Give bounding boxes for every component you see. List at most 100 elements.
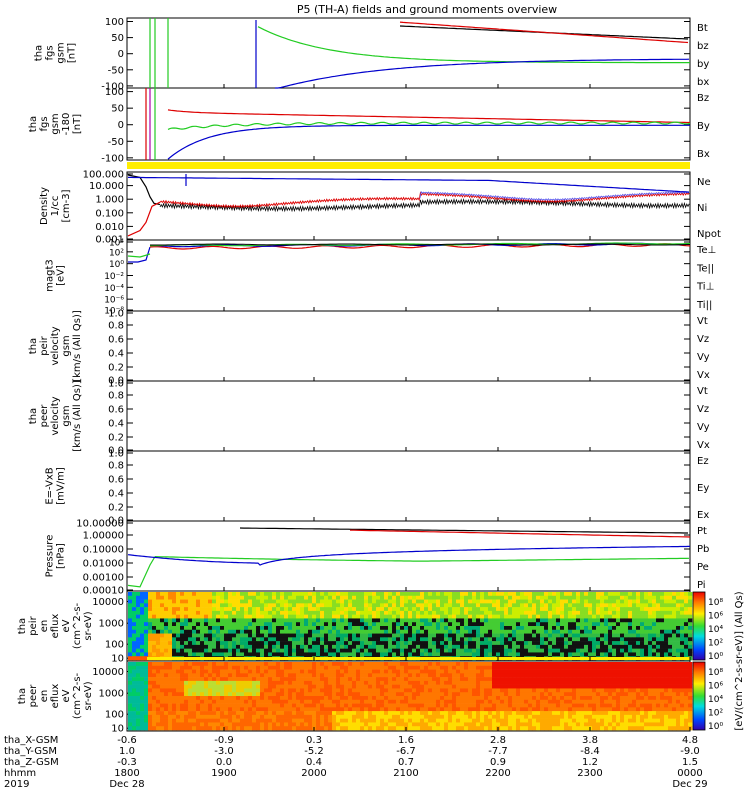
y-axis-label: sr-eV): [83, 611, 94, 640]
series-ni: [159, 197, 690, 213]
y-axis-label: [nT]: [67, 43, 78, 63]
y-axis-label: tha: [28, 338, 39, 354]
y-tick-label: 10⁴: [109, 239, 124, 249]
x-tick-label-x: 2.8: [490, 735, 506, 746]
x-tick-label-x: -0.9: [214, 735, 234, 746]
series-ti-start: [128, 246, 151, 263]
y-tick-label: 10²: [109, 248, 124, 258]
y-axis-label: gsm: [50, 113, 61, 134]
legend-vt: Vt: [697, 386, 708, 397]
y-axis-label: gsm: [56, 42, 67, 63]
y-axis-label: fgs: [39, 116, 50, 131]
y-axis-label: [km/s (All Qs)]: [72, 380, 83, 452]
colorbar-tick-label: 10²: [708, 709, 723, 719]
series-ni: [127, 174, 161, 206]
legend-vz: Vz: [697, 404, 709, 415]
y-tick-label: 10⁰: [109, 260, 124, 270]
y-axis-label: eV: [61, 619, 72, 632]
y-tick-label: 100: [105, 17, 124, 28]
y-axis-label: tha: [34, 45, 45, 61]
legend-ni: Ni: [697, 203, 707, 214]
legend-ne: Ne: [697, 177, 711, 188]
x-tick-label-z: 1.5: [682, 757, 698, 768]
colorbar-tick-label: 10⁸: [708, 668, 723, 678]
x-tick-label-x: 0.3: [306, 735, 322, 746]
series-bz: [167, 109, 690, 124]
x-tick-label-z: -0.3: [117, 757, 137, 768]
series-pe-start: [127, 556, 156, 588]
y-axis-label: peir: [39, 335, 50, 355]
x-axis-row-label: hhmm: [4, 768, 36, 779]
colorbar-tick-label: 10⁶: [708, 612, 723, 622]
y-tick-label: 1.0: [108, 379, 124, 390]
panel-frame-peer_velocity: [126, 380, 691, 452]
y-axis-label: fgs: [45, 45, 56, 60]
x-tick-label-y: -7.7: [488, 746, 508, 757]
series-bx: [167, 124, 690, 160]
legend-te: Te⊥: [696, 245, 716, 256]
x-tick-label-t: 2000: [301, 768, 326, 779]
legend-by: by: [697, 59, 709, 70]
x-tick-label-t: 1800: [114, 768, 139, 779]
status-bar: [127, 162, 690, 169]
series-npot-lower: [419, 190, 690, 202]
x-tick-label-x: -0.6: [117, 735, 137, 746]
series-tepar: [150, 243, 691, 246]
y-axis-label: Pressure: [45, 535, 56, 578]
y-tick-label: 0.4: [108, 419, 124, 430]
y-axis-label: peer: [28, 684, 39, 708]
y-tick-label: 10.00000: [76, 519, 124, 530]
series-by: [257, 26, 690, 64]
series-pi: [127, 545, 690, 566]
y-tick-label: 10⁻²: [104, 272, 124, 282]
legend-bt: Bt: [697, 23, 708, 34]
legend-by: By: [697, 121, 710, 132]
legend-pi: Pi: [697, 580, 706, 591]
x-axis-row-label: tha_X-GSM: [4, 735, 58, 746]
y-axis-label: eflux: [50, 684, 61, 709]
y-axis-label: magt3: [45, 259, 56, 292]
legend-pe: Pe: [697, 562, 709, 573]
x-axis-row-label: 2019: [4, 779, 29, 790]
x-tick-label-z: 0.4: [306, 757, 322, 768]
legend-ey: Ey: [697, 483, 709, 494]
y-axis-label: -180: [61, 113, 72, 136]
y-axis-label: 1/cc: [50, 196, 61, 217]
y-tick-label: 0.00100: [83, 573, 124, 584]
legend-ti: Ti⊥: [696, 282, 714, 293]
y-tick-label: 10000: [92, 597, 124, 608]
panel-frame-efield: [126, 450, 691, 522]
series-tipar-start: [127, 253, 151, 258]
y-tick-label: 100: [105, 87, 124, 98]
colorbar: [692, 661, 706, 731]
legend-ez: Ez: [697, 456, 709, 467]
colorbar-tick-label: 10⁸: [708, 598, 723, 608]
y-tick-label: 0.4: [108, 349, 124, 360]
y-axis-label: tha: [28, 408, 39, 424]
y-tick-label: 0.4: [108, 489, 124, 500]
y-axis-label: sr-eV): [83, 681, 94, 710]
y-tick-label: 10: [111, 654, 124, 665]
x-axis-row-label: tha_Z-GSM: [4, 757, 59, 768]
legend-vy: Vy: [697, 422, 710, 433]
x-tick-label-t: 2100: [393, 768, 418, 779]
y-tick-label: 0.6: [108, 335, 124, 346]
series-by: [167, 121, 691, 130]
x-tick-label-y: -8.4: [580, 746, 600, 757]
y-tick-label: 1.000: [95, 195, 124, 206]
y-tick-label: 0.2: [108, 503, 124, 514]
y-tick-label: -100: [101, 153, 124, 164]
y-tick-label: 0.001: [95, 235, 124, 246]
y-tick-label: 50: [111, 33, 124, 44]
colorbar-tick-label: 10⁴: [708, 625, 723, 635]
y-axis-label: gsm: [61, 335, 72, 356]
y-tick-label: 10⁻⁶: [104, 296, 124, 306]
y-tick-label: 0.01000: [83, 559, 124, 570]
x-tick-label-x: 3.8: [582, 735, 598, 746]
x-tick-label-t: 2300: [577, 768, 602, 779]
y-axis-label: peir: [28, 615, 39, 635]
y-tick-label: 10⁻⁸: [104, 307, 124, 317]
x-tick-label-y: -3.0: [214, 746, 234, 757]
y-tick-label: 0.8: [108, 391, 124, 402]
